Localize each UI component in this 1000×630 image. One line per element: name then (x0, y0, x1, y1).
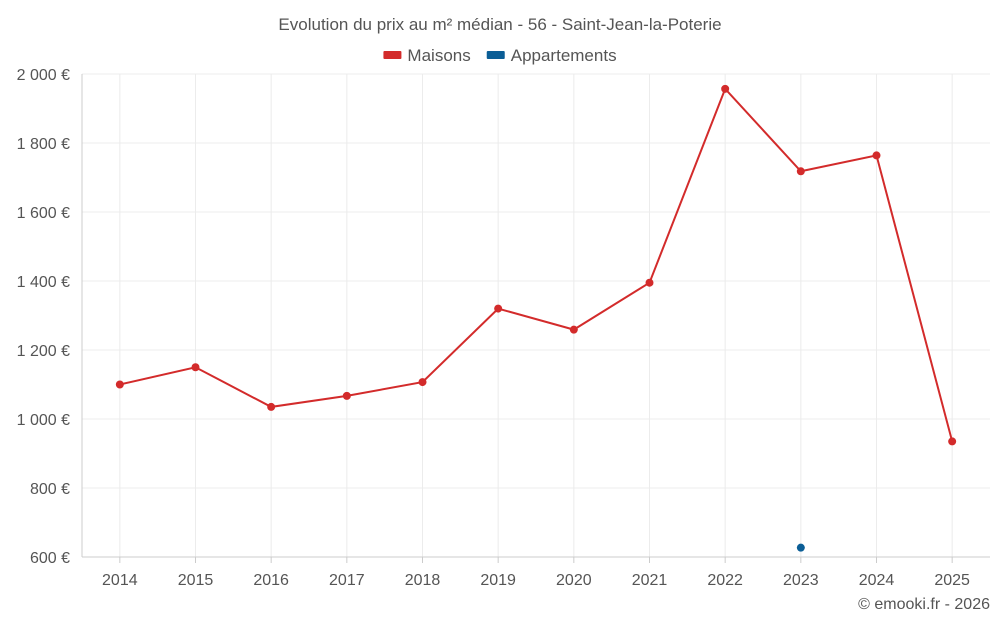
legend-label: Maisons (407, 46, 470, 65)
y-tick-label: 800 € (30, 481, 70, 498)
chart-title: Evolution du prix au m² médian - 56 - Sa… (278, 15, 721, 34)
x-tick-label: 2024 (859, 572, 895, 589)
data-point-maisons[interactable] (115, 380, 124, 389)
x-tick-label: 2017 (329, 572, 365, 589)
data-point-maisons[interactable] (418, 378, 427, 387)
x-tick-label: 2018 (405, 572, 441, 589)
y-tick-label: 1 600 € (17, 205, 70, 222)
data-point-maisons[interactable] (494, 304, 503, 313)
y-tick-label: 1 400 € (17, 274, 70, 291)
data-point-maisons[interactable] (342, 391, 351, 400)
y-tick-label: 600 € (30, 550, 70, 567)
data-point-maisons[interactable] (872, 151, 881, 160)
gridlines (82, 73, 990, 558)
axes: 600 € 800 € 1 000 € 1 200 € 1 400 € 1 600 € 1 … (17, 67, 990, 589)
data-point-maisons[interactable] (796, 167, 805, 176)
series-layer (115, 84, 957, 552)
x-tick-label: 2025 (934, 572, 970, 589)
data-point-maisons[interactable] (645, 278, 654, 287)
x-tick-label: 2019 (480, 572, 516, 589)
legend: Maisons Appartements (383, 46, 617, 65)
legend-item-appartements[interactable]: Appartements (486, 46, 617, 65)
y-tick-label: 2 000 € (17, 67, 70, 84)
x-tick-label: 2022 (707, 572, 743, 589)
legend-swatch (486, 51, 505, 59)
data-point-maisons[interactable] (569, 325, 578, 334)
y-tick-label: 1 200 € (17, 343, 70, 360)
x-tick-label: 2015 (178, 572, 214, 589)
x-tick-label: 2016 (253, 572, 289, 589)
data-point-maisons[interactable] (267, 402, 276, 411)
credit-text: © emooki.fr - 2026 (858, 596, 990, 613)
legend-swatch (383, 51, 402, 59)
x-tick-label: 2023 (783, 572, 819, 589)
x-tick-label: 2014 (102, 572, 138, 589)
data-point-maisons[interactable] (721, 84, 730, 93)
legend-item-maisons[interactable]: Maisons (383, 46, 471, 65)
x-tick-label: 2020 (556, 572, 592, 589)
data-point-maisons[interactable] (948, 437, 957, 446)
y-tick-label: 1 800 € (17, 136, 70, 153)
x-tick-label: 2021 (632, 572, 668, 589)
data-point-maisons[interactable] (191, 363, 200, 372)
data-point-appartements[interactable] (796, 543, 805, 552)
y-tick-label: 1 000 € (17, 412, 70, 429)
series-line-maisons (119, 86, 954, 442)
legend-label: Appartements (511, 46, 617, 65)
